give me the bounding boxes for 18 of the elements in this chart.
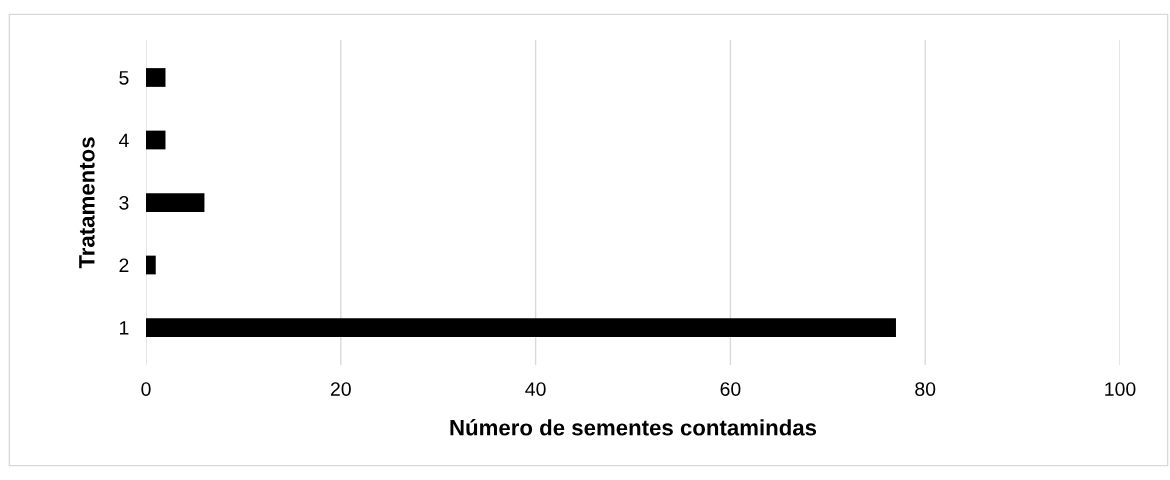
x-tick-label: 60 (720, 382, 741, 396)
bar (146, 255, 156, 275)
y-tick-label: 4 (118, 133, 129, 148)
x-tick-label: 80 (915, 382, 936, 396)
y-tick-label: 1 (120, 321, 129, 335)
y-tick-label: 2 (119, 258, 129, 273)
x-tick-label: 40 (525, 382, 546, 396)
bar (146, 68, 166, 87)
bar (146, 193, 205, 212)
y-tick-label: 5 (119, 71, 129, 85)
x-tick-label: 20 (330, 382, 351, 396)
x-tick-label: 100 (1105, 382, 1136, 396)
bar (146, 130, 166, 150)
bar (146, 318, 896, 337)
x-axis-title: Número de sementes contamindas (450, 419, 817, 436)
y-tick-label: 3 (119, 195, 129, 210)
x-tick-label: 0 (141, 382, 151, 396)
y-axis-title: Tratamentos (79, 137, 95, 269)
